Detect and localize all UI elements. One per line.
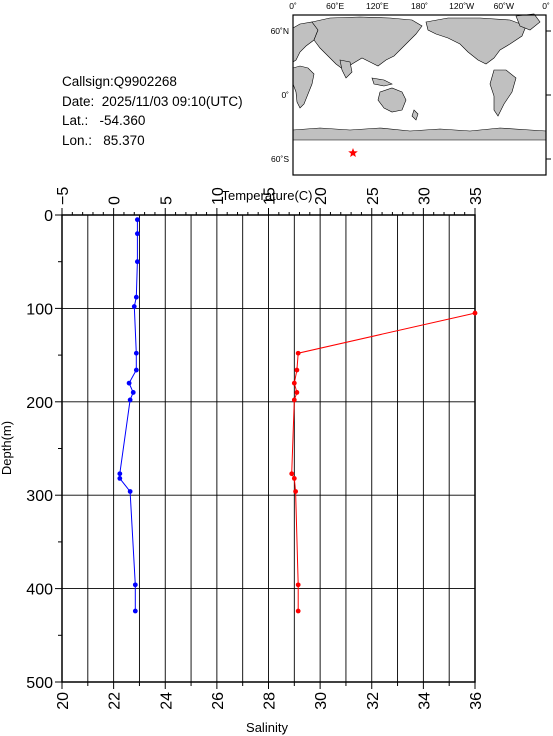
date-line: Date: 2025/11/03 09:10(UTC) [62, 92, 243, 112]
temperature-point [134, 217, 140, 223]
australia-landmass [377, 87, 407, 113]
y-tick-label: 300 [26, 488, 53, 505]
callsign-line: Callsign:Q9902268 [62, 72, 243, 92]
x-top-tick-label: −5 [55, 187, 72, 205]
location-map: 0˚ 60˚E 120˚E 180˚ 120˚W 60˚W 0˚ 60˚N 0˚ 60˚S [271, 1, 551, 176]
map-lat-tick-label: 0˚ [281, 90, 289, 100]
lon-line: Lon.: 85.370 [62, 131, 243, 151]
salinity-point [291, 397, 297, 403]
chart-grid [61, 214, 476, 683]
x-top-tick-label: 10 [210, 187, 227, 205]
salinity-point [291, 475, 297, 481]
x-bottom-tick-label: 20 [55, 692, 72, 710]
temperature-point [132, 608, 138, 614]
x-bottom-tick-label: 24 [158, 692, 175, 710]
x-top-tick-label: 25 [365, 187, 382, 205]
map-lat-tick-label: 60˚S [271, 154, 289, 164]
greenland [515, 13, 541, 31]
map-lon-tick-label: 60˚E [326, 1, 344, 11]
x-top-tick-label: 0 [107, 196, 124, 205]
map-lon-tick-label: 0˚ [289, 1, 297, 11]
india-peninsula [339, 59, 353, 79]
indonesia-islands [371, 77, 393, 87]
africa-landmass [292, 65, 315, 109]
lon-value: 85.370 [103, 132, 145, 148]
x-top-tick-label: 5 [158, 196, 175, 205]
map-lon-tick-label: 60˚W [494, 1, 514, 11]
temperature-point [134, 259, 140, 265]
map-lon-tick-label: 120˚E [366, 1, 389, 11]
salinity-point [293, 489, 299, 494]
x-top-tick-label: 15 [262, 187, 279, 205]
new-zealand [411, 109, 419, 121]
map-lon-tick-label: 180˚ [411, 1, 428, 11]
x-top-tick-label: 20 [313, 187, 330, 205]
temperature-point [133, 294, 139, 300]
y-tick-label: 100 [26, 301, 53, 318]
x-bottom-axis-title: Salinity [246, 720, 288, 735]
x-bottom-tick-label: 36 [468, 692, 485, 710]
africa-europe-landmass [292, 21, 319, 63]
x-bottom-tick-label: 32 [365, 692, 382, 710]
x-top-tick-label: 30 [416, 187, 433, 205]
salinity-point [294, 390, 300, 395]
callsign-value: Q9902268 [113, 74, 177, 89]
salinity-point [295, 608, 301, 614]
salinity-point [289, 471, 295, 477]
y-tick-label: 200 [26, 395, 53, 412]
temperature-line [119, 219, 138, 611]
y-tick-label: 0 [44, 208, 53, 225]
salinity-line [291, 312, 476, 611]
eurasia-landmass [311, 16, 423, 71]
float-metadata: Callsign:Q9902268 Date: 2025/11/03 09:10… [62, 72, 243, 150]
south-america-landmass [489, 69, 517, 117]
lon-label: Lon.: [62, 132, 93, 148]
temperature-point [131, 304, 137, 309]
salinity-point [291, 380, 297, 386]
salinity-point [295, 350, 301, 356]
salinity-point [294, 367, 300, 373]
north-america-landmass [425, 17, 527, 65]
temperature-point [127, 489, 133, 494]
temperature-point [127, 397, 133, 403]
y-tick-label: 400 [26, 582, 53, 599]
y-axis-title: Depth(m) [0, 421, 14, 475]
lat-value: -54.360 [99, 113, 146, 128]
date-label: Date: [62, 93, 95, 109]
temperature-point [133, 350, 139, 356]
salinity-point [472, 310, 478, 316]
lat-label: Lat.: [62, 113, 89, 128]
chart-axes [55, 208, 476, 689]
map-land [292, 13, 547, 141]
y-tick-label: 500 [26, 675, 53, 692]
salinity-point [295, 582, 301, 588]
x-bottom-tick-label: 30 [313, 692, 330, 710]
temperature-point [117, 471, 123, 477]
map-lon-tick-label: 120˚W [449, 1, 474, 11]
temperature-point [134, 231, 140, 237]
callsign-label: Callsign: [62, 74, 114, 89]
x-bottom-tick-label: 22 [107, 692, 124, 710]
x-top-axis-title: Temperature(C) [221, 188, 312, 203]
temperature-point [126, 380, 132, 386]
temperature-point [130, 390, 136, 395]
x-top-tick-label: 35 [468, 187, 485, 205]
x-bottom-tick-label: 26 [210, 692, 227, 710]
map-lon-tick-label: 0˚ [542, 1, 550, 11]
temperature-point [133, 367, 139, 373]
lat-line: Lat.: -54.360 [62, 111, 243, 131]
map-frame [292, 14, 547, 176]
float-location-marker [348, 148, 358, 157]
map-tick-labels: 0˚ 60˚E 120˚E 180˚ 120˚W 60˚W 0˚ 60˚N 0˚ 60˚S [271, 1, 551, 164]
temperature-point [132, 582, 138, 588]
chart-series [117, 217, 478, 614]
map-lat-tick-label: 60˚N [271, 26, 289, 36]
x-bottom-tick-label: 28 [262, 692, 279, 710]
date-value: 2025/11/03 09:10(UTC) [101, 93, 243, 109]
temperature-point [117, 475, 123, 481]
x-bottom-tick-label: 34 [416, 692, 433, 710]
